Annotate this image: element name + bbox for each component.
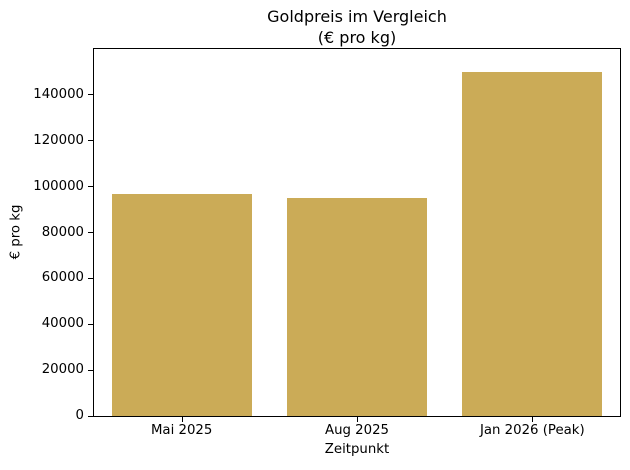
bar-jan-2026-peak-: [462, 71, 603, 416]
y-tick-label: 140000: [33, 86, 84, 102]
plot-area: [93, 48, 621, 417]
y-tick-label: 60000: [41, 270, 84, 286]
bar-mai-2025: [111, 193, 252, 416]
chart-title-line1: Goldpreis im Vergleich: [267, 7, 447, 26]
y-tick-mark: [88, 415, 93, 417]
x-tick-label: Aug 2025: [324, 423, 390, 438]
y-tick-mark: [88, 186, 93, 188]
y-tick-label: 40000: [41, 316, 84, 332]
chart-title: Goldpreis im Vergleich (€ pro kg): [93, 6, 621, 48]
y-tick-label: 120000: [33, 132, 84, 148]
y-tick-mark: [88, 232, 93, 233]
x-tick-mark: [532, 417, 534, 422]
chart-title-line2: (€ pro kg): [317, 28, 397, 47]
y-tick-label: 100000: [33, 178, 84, 194]
y-tick-mark: [88, 369, 93, 371]
x-tick-mark: [181, 417, 183, 422]
y-tick-mark: [88, 94, 93, 96]
y-tick-label: 0: [75, 408, 84, 423]
x-tick-label: Jan 2026 (Peak): [479, 423, 585, 438]
bar-aug-2025: [286, 198, 428, 416]
y-tick-mark: [88, 323, 93, 325]
x-tick-mark: [357, 417, 358, 422]
x-axis-label: Zeitpunkt: [324, 442, 390, 457]
y-tick-label: 20000: [41, 362, 84, 378]
x-tick-label: Mai 2025: [150, 423, 213, 438]
y-tick-mark: [88, 140, 93, 142]
y-tick-label: 80000: [41, 224, 84, 240]
y-tick-mark: [88, 277, 93, 279]
